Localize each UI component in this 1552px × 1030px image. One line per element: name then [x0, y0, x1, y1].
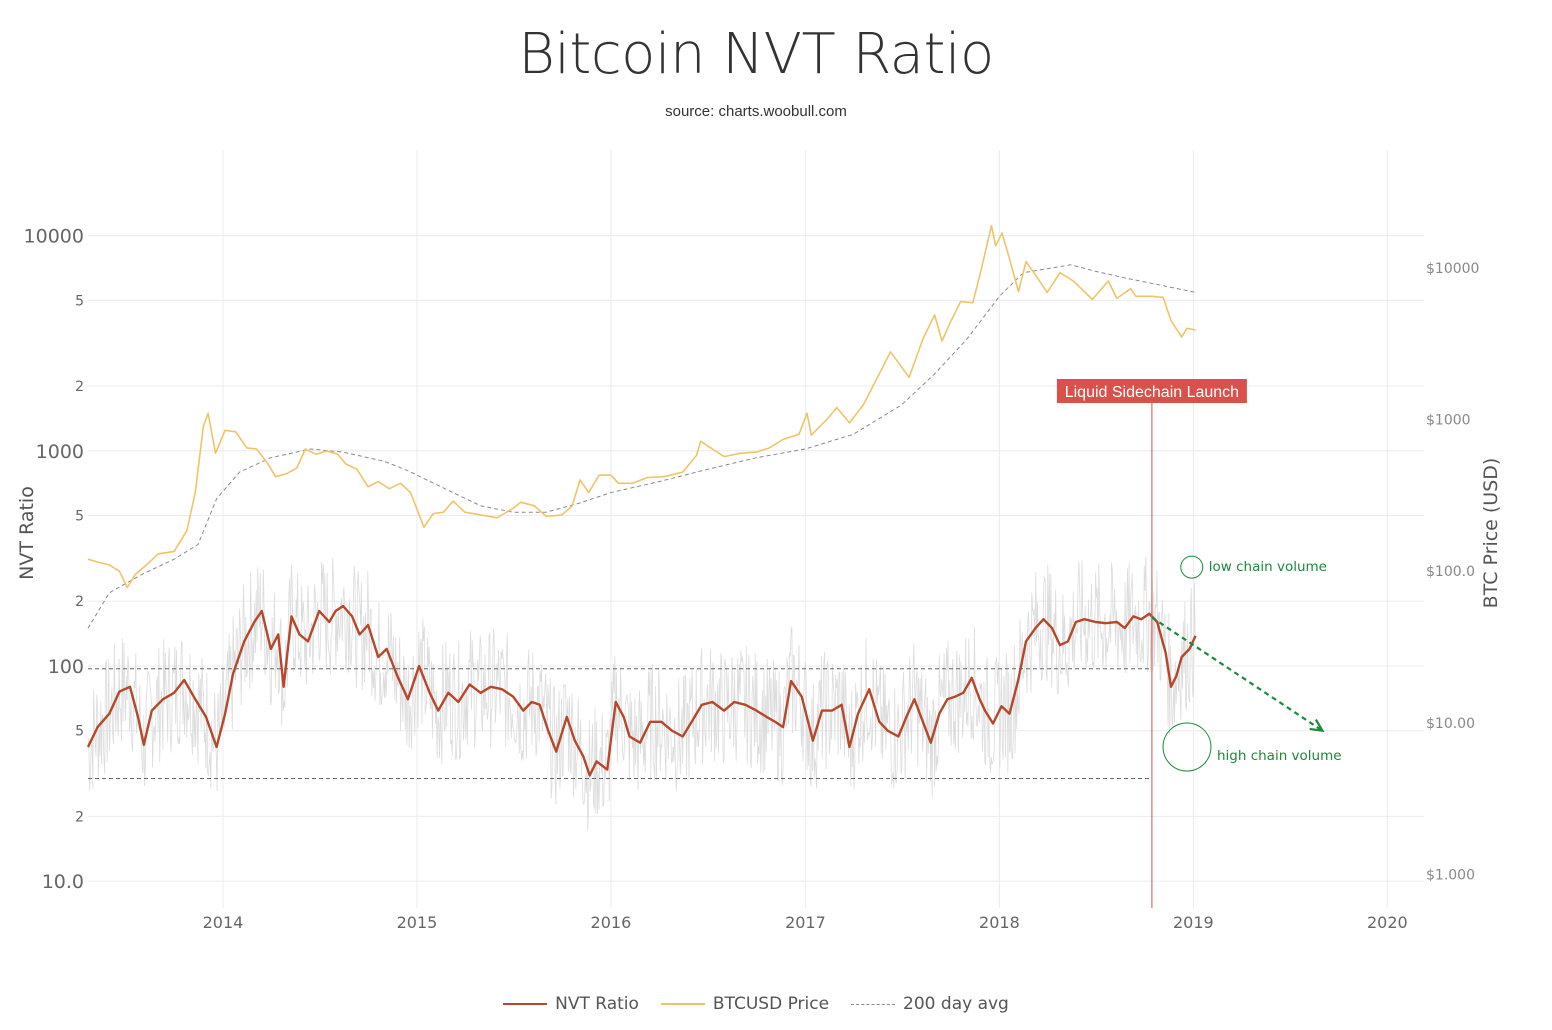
- x-tick-label: 2014: [203, 913, 244, 932]
- reference-lines: [88, 668, 1152, 779]
- sidechain-launch-label-text: Liquid Sidechain Launch: [1065, 384, 1239, 401]
- x-tick-label: 2017: [785, 913, 826, 932]
- y-right-tick-label: $10.00: [1426, 716, 1475, 732]
- y-left-tick-label: 10000: [24, 226, 84, 248]
- daily-nvt-background: [87, 556, 1196, 831]
- y-right-axis-title: BTC Price (USD): [1480, 458, 1502, 609]
- y-right-tick-label: $1.000: [1426, 867, 1475, 883]
- chart-subtitle: source: charts.woobull.com: [665, 103, 847, 120]
- series-line-2: [87, 264, 1196, 629]
- high-volume-circle: [1162, 722, 1212, 772]
- y-left-tick-label: 2: [75, 379, 84, 395]
- low-volume-circle: [1180, 555, 1204, 579]
- series-lines: [86, 224, 1197, 777]
- series-line-0: [86, 604, 1197, 777]
- trend-arrow-head: [1309, 718, 1325, 733]
- legend-label-nvt: NVT Ratio: [555, 994, 639, 1014]
- series-line-1: [87, 224, 1196, 589]
- legend-item-btcusd[interactable]: BTCUSD Price: [660, 994, 830, 1014]
- legend-swatch-btcusd: [660, 1003, 705, 1005]
- legend-label-200day: 200 day avg: [903, 994, 1009, 1014]
- y-left-tick-label: 5: [75, 724, 84, 740]
- trend-arrow-line: [1151, 616, 1324, 732]
- x-tick-label: 2015: [397, 913, 438, 932]
- chart-title: Bitcoin NVT Ratio: [518, 22, 994, 87]
- daily-nvt-line: [87, 556, 1196, 831]
- legend: NVT Ratio BTCUSD Price 200 day avg: [0, 994, 1512, 1014]
- x-tick-label: 2019: [1173, 913, 1214, 932]
- y-left-tick-label: 2: [75, 809, 84, 825]
- sidechain-launch-label: Liquid Sidechain Launch: [1056, 379, 1247, 403]
- legend-item-200day[interactable]: 200 day avg: [851, 994, 1009, 1014]
- legend-swatch-nvt: [503, 1003, 548, 1005]
- x-tick-label: 2016: [591, 913, 632, 932]
- high-volume-label: high chain volume: [1217, 748, 1342, 764]
- y-left-tick-label: 2: [75, 594, 84, 610]
- x-tick-label: 2020: [1367, 913, 1408, 932]
- y-left-tick-label: 100: [48, 656, 84, 678]
- low-volume-label: low chain volume: [1209, 559, 1327, 575]
- grid-lines: [88, 150, 1424, 908]
- y-left-axis-title: NVT Ratio: [16, 486, 38, 580]
- legend-swatch-200day: [851, 1003, 896, 1005]
- legend-label-btcusd: BTCUSD Price: [712, 994, 830, 1014]
- y-left-tick-label: 1000: [36, 441, 84, 463]
- y-right-tick-label: $1000: [1426, 413, 1471, 429]
- y-left-tick-label: 5: [75, 509, 84, 525]
- axes-labels: 10.0 2 5 100 2 5 1000 2 5 10000 $1.000 $10.00 $100.0…: [16, 226, 1502, 932]
- annotations: Liquid Sidechain Launch low chain volume h…: [1056, 379, 1342, 908]
- nvt-chart: Liquid Sidechain Launch low chain volume h…: [16, 150, 1502, 932]
- y-left-tick-label: 5: [75, 293, 84, 309]
- y-left-tick-label: 10.0: [42, 871, 84, 893]
- y-right-tick-label: $100.0: [1426, 564, 1475, 580]
- x-tick-label: 2018: [979, 913, 1020, 932]
- sidechain-launch-label-bg: [1056, 379, 1247, 403]
- y-right-tick-label: $10000: [1426, 261, 1479, 277]
- legend-item-nvt[interactable]: NVT Ratio: [503, 994, 639, 1014]
